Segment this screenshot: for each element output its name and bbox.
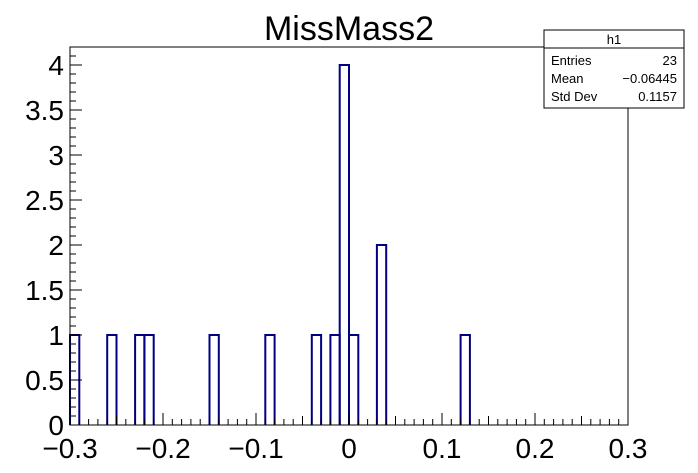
y-tick-label: 1.5 — [25, 275, 64, 306]
stats-box-name: h1 — [607, 32, 621, 47]
histogram-bin — [143, 334, 155, 425]
y-tick-label: 4 — [48, 50, 64, 81]
chart-title: MissMass2 — [264, 10, 434, 48]
histogram-bin — [264, 334, 276, 425]
stats-box: h1 Entries 23 Mean −0.06445 Std Dev 0.11… — [543, 29, 685, 109]
x-axis: −0.3 −0.2 −0.1 0 0.1 0.2 0.3 — [42, 413, 647, 464]
x-tick-label: 0.3 — [609, 433, 648, 464]
stats-mean-value: −0.06445 — [622, 71, 677, 86]
stats-stddev-label: Std Dev — [551, 89, 598, 104]
histogram-bin — [208, 334, 220, 425]
x-tick-label: −0.2 — [135, 433, 190, 464]
stats-entries-value: 23 — [663, 53, 677, 68]
y-tick-label: 3 — [48, 140, 64, 171]
y-tick-label: 0 — [48, 410, 64, 441]
y-tick-label: 1 — [48, 320, 64, 351]
x-tick-label: −0.1 — [228, 433, 283, 464]
histogram-bin — [375, 244, 388, 425]
histogram-bin — [106, 334, 118, 425]
stats-entries-label: Entries — [551, 53, 592, 68]
y-tick-label: 2.5 — [25, 185, 64, 216]
stats-mean-label: Mean — [551, 71, 584, 86]
x-tick-label: 0 — [341, 433, 357, 464]
stats-box-frame — [543, 29, 685, 109]
histogram-bin — [310, 334, 323, 425]
y-tick-label: 3.5 — [25, 95, 64, 126]
y-axis: 0 0.5 1 1.5 2 2.5 3 3.5 4 — [25, 46, 82, 441]
histogram-bin — [338, 64, 350, 425]
x-tick-label: 0.2 — [516, 433, 555, 464]
x-tick-label: 0.1 — [423, 433, 462, 464]
histogram-bars — [69, 64, 471, 425]
x-tick-label: −0.3 — [42, 433, 97, 464]
y-tick-label: 2 — [48, 230, 64, 261]
histogram-bin — [459, 334, 471, 425]
stats-stddev-value: 0.1157 — [638, 89, 677, 104]
histogram-bin — [348, 334, 360, 425]
y-tick-label: 0.5 — [25, 365, 64, 396]
